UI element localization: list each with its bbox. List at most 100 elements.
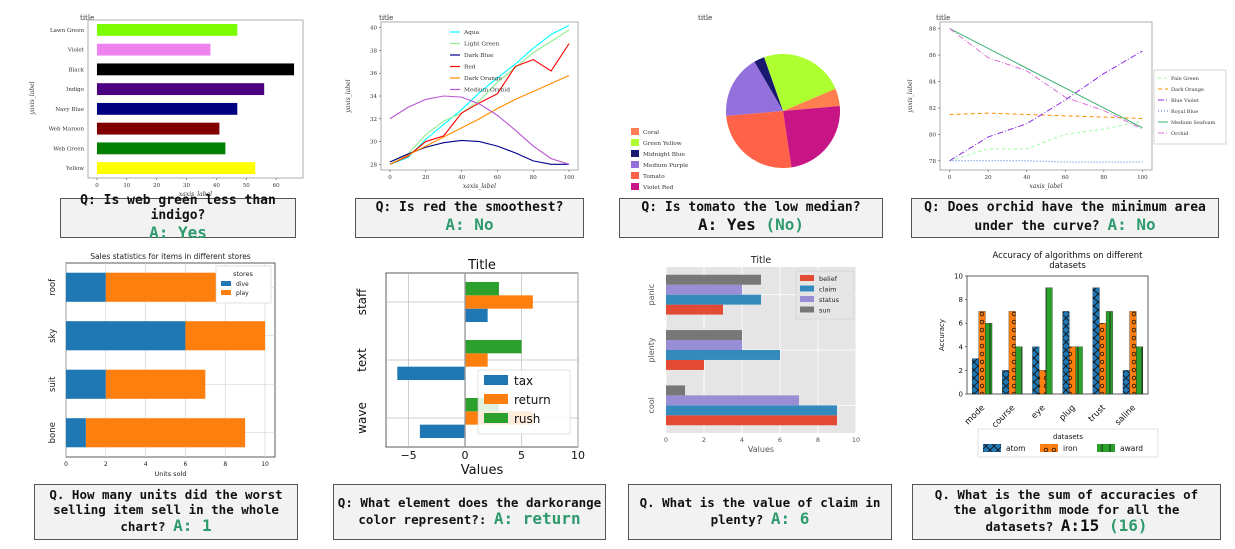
legend-swatch: [221, 290, 231, 295]
chart-title: title: [80, 14, 94, 22]
legend-label: Orchid: [1171, 131, 1189, 137]
series-line: [389, 43, 570, 165]
x-tick-label: 100: [1137, 175, 1148, 181]
series-line: [949, 112, 1143, 119]
category-label: mode: [963, 403, 987, 427]
question-line-1: Q. What is the value of claim in: [639, 494, 881, 510]
legend-label: Light Green: [464, 42, 500, 48]
plot-frame: [939, 21, 1153, 171]
question-text: Q: Is red the smoothest?: [375, 200, 564, 216]
legend-swatch: [484, 375, 508, 385]
series-line: [949, 28, 1143, 130]
answer-text: A: Yes: [149, 222, 207, 242]
legend-swatch: [631, 161, 639, 168]
qa-box-4: Q: Does orchid have the minimum area und…: [911, 198, 1219, 238]
legend-label: Coral: [643, 130, 659, 136]
legend-swatch: [631, 139, 639, 146]
category-label: saline: [1113, 403, 1138, 428]
question-line-2: selling item sell in the whole: [53, 501, 279, 517]
legend-swatch: [484, 413, 508, 423]
bar: [96, 142, 226, 155]
legend-label: Dark Orange: [464, 76, 503, 82]
x-tick-label: 6: [778, 436, 782, 444]
legend-label: status: [819, 296, 840, 304]
x-tick-label: 100: [564, 175, 575, 181]
question-line-2: the algorithm mode for all the: [953, 501, 1180, 517]
category-label: Navy Blue: [55, 107, 84, 113]
qa-box-8: Q. What is the sum of accuracies of the …: [912, 484, 1221, 540]
question-line-2: color represent?:: [358, 511, 487, 527]
bar: [1032, 346, 1040, 395]
x-tick-label: 20: [422, 175, 429, 181]
y-tick-label: 82: [929, 106, 936, 112]
x-tick-label: 0: [664, 436, 668, 444]
plot-frame: [966, 275, 1149, 395]
answer-text: A: 1: [173, 516, 212, 536]
bar: [465, 308, 488, 323]
legend-label: Green Yellow: [643, 141, 682, 147]
x-axis-label: xaxis_label: [179, 191, 212, 198]
bar: [465, 353, 488, 367]
legend-swatch: [631, 150, 639, 157]
pie-slice: [764, 54, 836, 111]
legend-label: sun: [819, 307, 831, 315]
legend-label: belief: [819, 275, 838, 283]
bar: [666, 274, 761, 285]
bar: [666, 395, 799, 406]
x-tick-label: 50: [243, 183, 250, 189]
bar: [971, 358, 979, 395]
bar: [419, 424, 466, 439]
legend-label: rush: [514, 412, 540, 426]
question-text: Q: Is tomato the low median?: [641, 200, 861, 216]
y-tick-label: 80: [929, 132, 936, 138]
bar: [1099, 323, 1107, 395]
bar: [96, 43, 211, 56]
pie-slice: [783, 88, 840, 111]
pie-slice: [783, 106, 840, 168]
bar: [465, 339, 522, 354]
bar: [1002, 370, 1010, 395]
answer-text: A: 6: [770, 508, 810, 528]
bar: [465, 281, 499, 296]
y-tick-label: 78: [929, 159, 936, 165]
y-tick-label: 36: [370, 71, 377, 77]
y-tick-label: 38: [370, 48, 377, 54]
y-tick-label: 8: [959, 296, 963, 304]
x-tick-label: 4: [740, 436, 744, 444]
x-tick-label: 10: [123, 183, 130, 189]
pie-slice: [726, 61, 783, 116]
chart-7-grouped-values-ggplot: Title 0 2 4 6 8 10 panic plenty cool Values belief c…: [640, 251, 872, 469]
bar: [1038, 370, 1046, 395]
x-tick-label: 20: [153, 183, 160, 189]
chart-1-web-colors-hbar: title Lawn Green Violet Black Indigo Navy Blu…: [20, 8, 310, 198]
legend-swatch: [1097, 444, 1115, 452]
answer-text: A: Yes: [698, 215, 756, 235]
category-label: sky: [48, 329, 58, 343]
x-tick-label: 20: [985, 175, 992, 181]
category-label: panic: [647, 284, 656, 306]
x-axis-label: Values: [748, 445, 774, 454]
legend-label: claim: [819, 286, 837, 294]
series-line: [389, 95, 570, 165]
bar-segment: [66, 418, 86, 448]
legend-box: [1153, 69, 1227, 145]
x-tick-label: 10: [571, 449, 585, 462]
legend-label: Medium Orchid: [464, 88, 510, 94]
y-axis-label: yaxis_label: [345, 79, 352, 113]
y-tick-label: 84: [929, 79, 936, 85]
legend-title: datasets: [1053, 433, 1083, 441]
legend-label: award: [1120, 444, 1143, 453]
legend-swatch: [631, 128, 639, 135]
legend-title: stores: [233, 270, 253, 278]
y-tick-label: 40: [370, 26, 377, 32]
x-tick-label: 0: [95, 183, 99, 189]
bar: [666, 340, 742, 350]
category-label: staff: [355, 288, 369, 315]
question-line-1: Q. What is the sum of accuracies of: [934, 487, 1199, 503]
category-label: bone: [48, 422, 58, 443]
category-label: text: [355, 348, 369, 372]
chart-title: Title: [750, 255, 772, 266]
x-tick-label: 80: [1100, 175, 1107, 181]
bar: [96, 102, 238, 115]
bar: [666, 415, 837, 426]
